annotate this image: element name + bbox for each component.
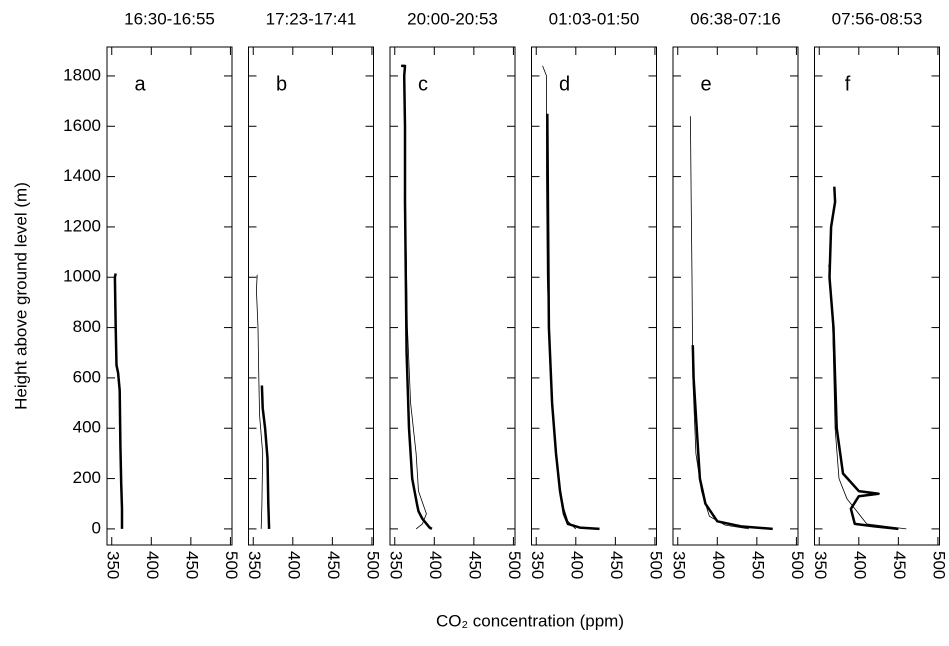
x-tick-label: 400	[284, 551, 303, 579]
panel-letter: c	[418, 73, 428, 95]
panel-title: 06:38-07:16	[690, 9, 781, 28]
x-tick-label: 400	[567, 551, 586, 579]
y-tick-label: 400	[73, 418, 101, 437]
y-axis-label: Height above ground level (m)	[11, 182, 30, 410]
panel-title: 16:30-16:55	[124, 9, 215, 28]
x-tick-label: 400	[143, 551, 162, 579]
x-axis-label: CO₂ concentration (ppm)	[436, 611, 624, 630]
y-tick-label: 0	[92, 518, 101, 537]
profile-line	[255, 274, 264, 529]
y-tick-label: 1400	[63, 166, 101, 185]
panel-frame	[389, 46, 516, 546]
panel-letter: a	[134, 73, 146, 95]
y-tick-label: 800	[73, 317, 101, 336]
x-tick-label: 450	[748, 551, 767, 579]
x-tick-label: 350	[528, 551, 547, 579]
x-tick-label: 500	[788, 551, 807, 579]
panel-frame	[672, 46, 799, 546]
panel-frame	[106, 46, 233, 546]
x-tick-label: 350	[245, 551, 264, 579]
x-tick-label: 400	[426, 551, 445, 579]
y-tick-label: 1600	[63, 116, 101, 135]
x-tick-label: 350	[811, 551, 830, 579]
x-tick-label: 500	[363, 551, 382, 579]
x-tick-label: 450	[890, 551, 909, 579]
x-tick-label: 500	[929, 551, 948, 579]
profile-line	[542, 65, 577, 530]
x-tick-label: 450	[324, 551, 343, 579]
panel-frame	[814, 46, 940, 546]
panel-letter: e	[700, 73, 711, 95]
y-tick-label: 1000	[63, 267, 101, 286]
profile-line	[404, 75, 427, 530]
panel-letter: b	[276, 73, 287, 95]
panel-title: 20:00-20:53	[407, 9, 498, 28]
profile-line	[828, 186, 899, 531]
x-tick-label: 500	[222, 551, 241, 579]
y-tick-label: 1800	[63, 65, 101, 84]
y-tick-label: 600	[73, 367, 101, 386]
x-tick-label: 500	[646, 551, 665, 579]
x-tick-label: 350	[386, 551, 405, 579]
panel-title: 01:03-01:50	[549, 9, 640, 28]
x-tick-label: 400	[850, 551, 869, 579]
panel-frame	[531, 46, 657, 546]
profile-line	[546, 113, 600, 531]
profile-line	[401, 64, 433, 530]
panel-title: 17:23-17:41	[266, 9, 357, 28]
x-tick-label: 500	[505, 551, 524, 579]
panel-letter: f	[845, 73, 851, 95]
panel-title: 07:56-08:53	[832, 9, 923, 28]
profile-line	[260, 385, 271, 529]
x-tick-label: 350	[669, 551, 688, 579]
x-tick-label: 450	[465, 551, 484, 579]
profile-line	[690, 116, 749, 530]
x-tick-label: 350	[103, 551, 122, 579]
y-tick-label: 1200	[63, 216, 101, 235]
panel-letter: d	[559, 73, 570, 95]
profile-line	[113, 273, 124, 529]
panel-frame	[248, 46, 374, 546]
x-tick-label: 400	[709, 551, 728, 579]
profile-line	[691, 345, 773, 531]
y-tick-label: 200	[73, 468, 101, 487]
x-tick-label: 450	[182, 551, 201, 579]
x-tick-label: 450	[607, 551, 626, 579]
profile-line	[828, 264, 907, 530]
